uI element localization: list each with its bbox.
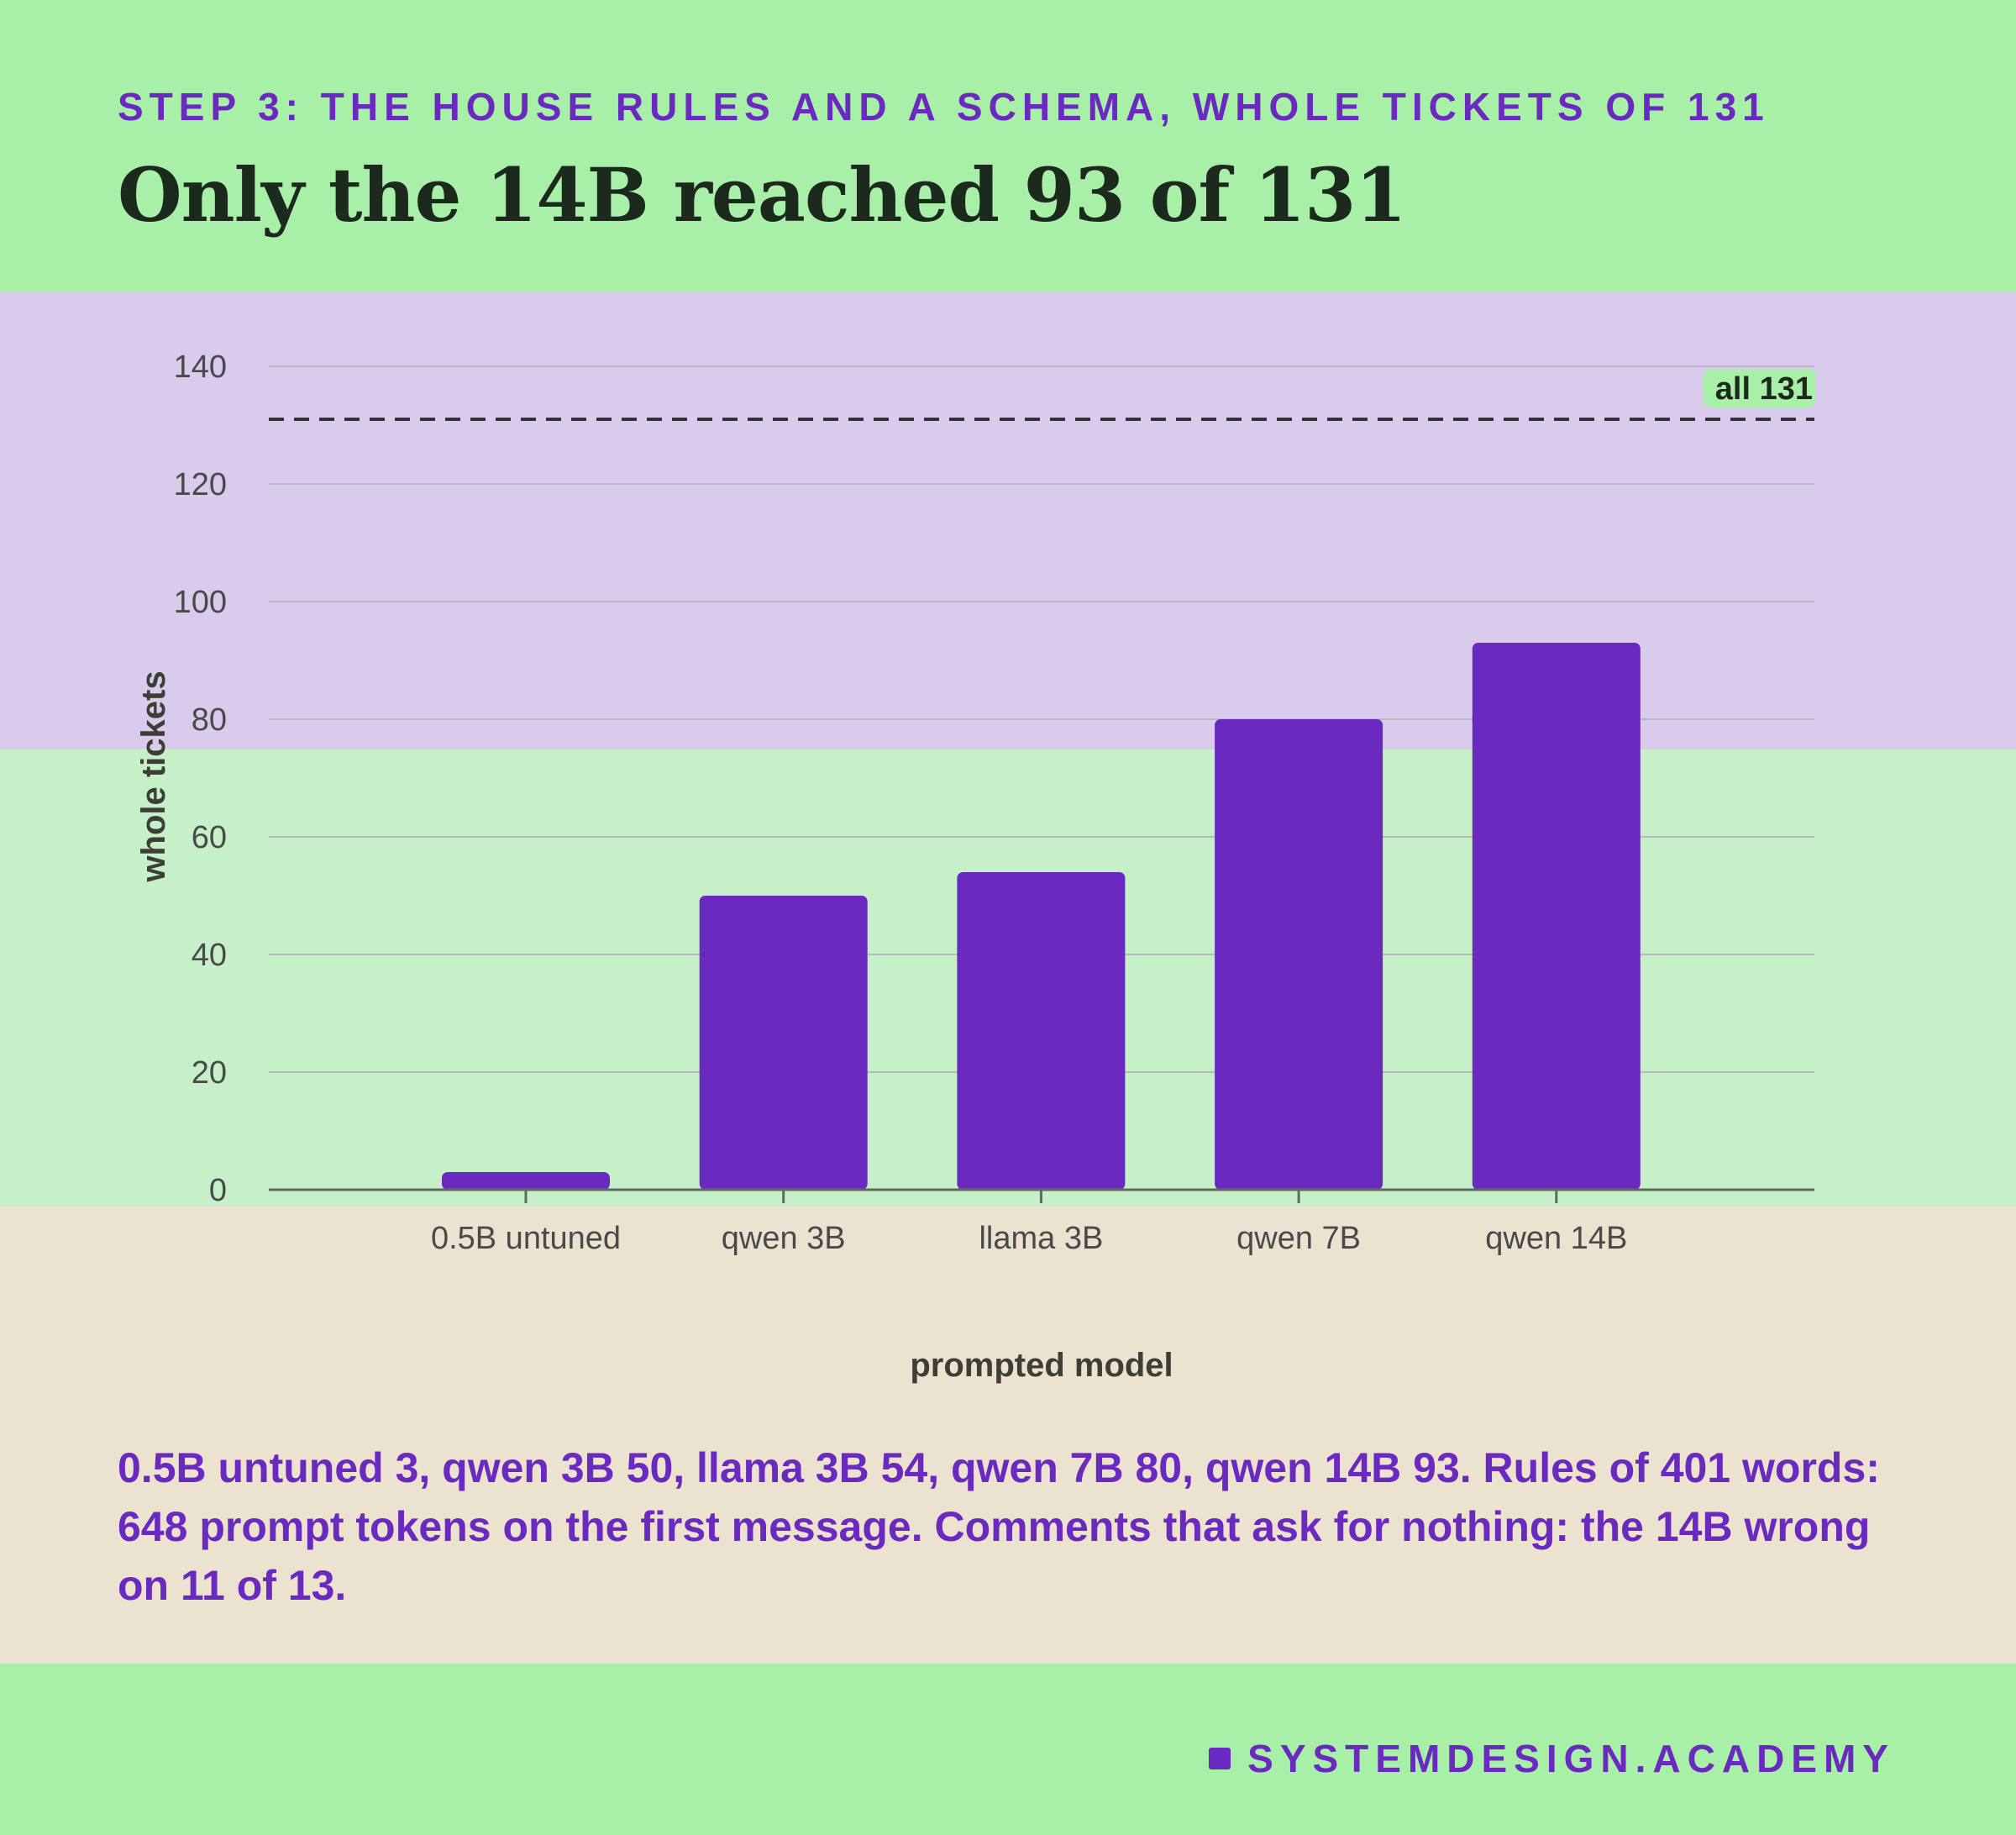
bar (699, 896, 868, 1190)
y-tick-label: 60 (192, 820, 227, 855)
y-tick-label: 20 (192, 1055, 227, 1091)
bars (442, 643, 1641, 1190)
reference-label-background (1704, 369, 1816, 407)
eyebrow-title: STEP 3: THE HOUSE RULES AND A SCHEMA, WH… (118, 85, 1770, 129)
y-tick-label: 100 (174, 585, 227, 620)
y-tick-label: 120 (174, 467, 227, 502)
brand-square-icon (1209, 1748, 1231, 1769)
x-tick-label: qwen 7B (1236, 1221, 1361, 1256)
brand-name: SYSTEMDESIGN.ACADEMY (1247, 1737, 1895, 1780)
bar (442, 1172, 610, 1190)
page-title: Only the 14B reached 93 of 131 (118, 151, 1407, 239)
x-axis-title: prompted model (910, 1347, 1173, 1384)
labels: 0 20 40 60 80 100 120 140 0.5B untuned qwen 3B lla… (174, 350, 1816, 1256)
x-tick-label: qwen 3B (722, 1221, 846, 1256)
y-tick-label: 0 (209, 1173, 227, 1208)
x-tick-label: 0.5B untuned (431, 1221, 621, 1256)
y-tick-label: 140 (174, 350, 227, 385)
y-axis-title: whole tickets (135, 670, 172, 882)
x-tick-label: llama 3B (979, 1221, 1103, 1256)
reference-line-label: all 131 (1715, 371, 1813, 407)
bar (957, 872, 1126, 1190)
y-tick-label: 40 (192, 938, 227, 973)
background-band-purple (0, 292, 2016, 749)
bar (1472, 643, 1641, 1190)
x-tick-label: qwen 14B (1485, 1221, 1627, 1256)
brand-footer: SYSTEMDESIGN.ACADEMY (1209, 1736, 1895, 1781)
bar (1215, 719, 1383, 1190)
background-band-beige (0, 1207, 2016, 1664)
y-tick-label: 80 (192, 702, 227, 738)
axes (269, 418, 1814, 1203)
summary-text: 0.5B untuned 3, qwen 3B 50, llama 3B 54,… (118, 1444, 1880, 1609)
